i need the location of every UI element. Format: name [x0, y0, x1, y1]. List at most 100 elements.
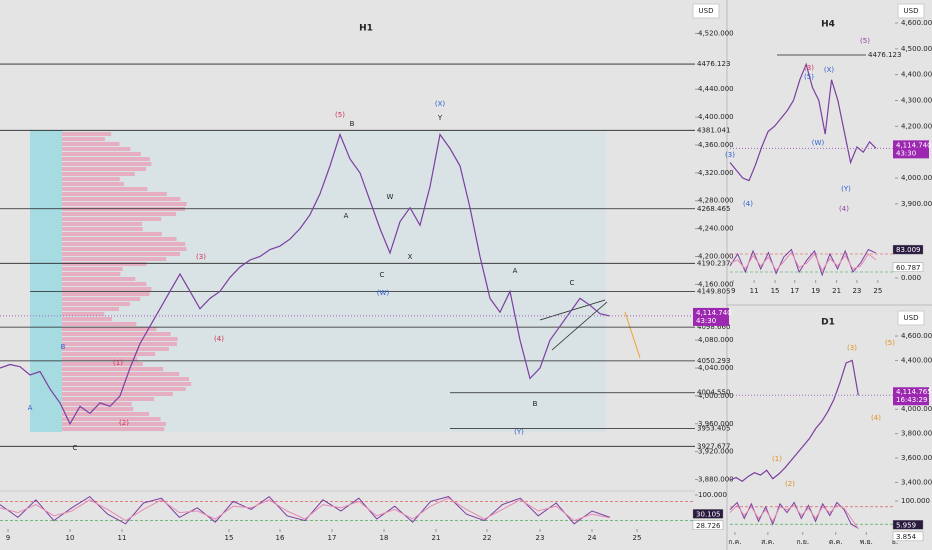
profile-bar — [62, 202, 187, 206]
wave-label: B — [533, 400, 538, 408]
y-tick-label: 4,000.000 — [698, 392, 734, 400]
osc-value-box — [892, 244, 924, 255]
currency: USD — [904, 7, 919, 15]
y-tick-label: 4,320.000 — [698, 169, 734, 177]
x-tick-label: ส.ค. — [761, 538, 774, 546]
level-label: 4476.123 — [868, 51, 901, 59]
y-tick-label: 4,000.000 — [901, 405, 932, 413]
profile-bar — [62, 257, 167, 261]
profile-bar — [62, 392, 173, 396]
profile-bar — [62, 387, 186, 391]
wave-label: C — [570, 279, 575, 287]
y-tick-label: 3,920.000 — [698, 448, 734, 456]
profile-bar — [62, 312, 105, 316]
profile-bar — [62, 297, 141, 301]
profile-bar — [62, 287, 152, 291]
osc-tick-label: 100.000 — [698, 491, 727, 499]
level-label: 4149.805 — [697, 287, 730, 295]
profile-bar — [62, 192, 167, 196]
last-price: 4,114.765 — [896, 388, 932, 396]
x-tick-label: 19 — [811, 287, 820, 295]
profile-bar — [62, 182, 124, 186]
osc-line — [729, 248, 877, 277]
wave-label: (W) — [377, 289, 390, 297]
y-tick-label: 4,500.000 — [901, 45, 932, 53]
channel-line — [539, 299, 606, 321]
profile-bar — [62, 372, 180, 376]
x-tick-label: 15 — [225, 534, 234, 542]
profile-bar — [62, 407, 134, 411]
y-tick-label: 4,000.000 — [901, 174, 932, 182]
osc-tick-label: 0.000 — [901, 274, 921, 282]
profile-bar — [62, 167, 146, 171]
y-tick-label: 3,800.000 — [901, 430, 932, 438]
wave-label: (W) — [812, 139, 825, 147]
x-tick-label: ธ. — [892, 538, 899, 546]
profile-bar — [62, 307, 119, 311]
x-tick-label: 15 — [771, 287, 780, 295]
level-label: 4098.660 — [697, 323, 730, 331]
x-tick-label: 16 — [276, 534, 285, 542]
profile-bar — [62, 177, 120, 181]
wave-label: (X) — [435, 100, 446, 108]
profile-bar — [62, 292, 150, 296]
profile-bar — [62, 357, 138, 361]
x-tick-label: พ.ย. — [860, 538, 873, 546]
profile-bar — [62, 162, 152, 166]
y-tick-label: 4,400.000 — [901, 71, 932, 79]
x-tick-label: 23 — [536, 534, 545, 542]
wave-label: (3) — [725, 151, 735, 159]
wave-label: (4) — [871, 414, 881, 422]
y-tick-label: 4,400.000 — [698, 113, 734, 121]
osc-value: 83.009 — [896, 246, 921, 254]
x-tick-label: 9 — [6, 534, 10, 542]
osc-value: 60.787 — [896, 264, 921, 272]
y-tick-label: 4,400.000 — [901, 356, 932, 364]
profile-bar — [62, 382, 192, 386]
level-label: 4268.465 — [697, 205, 730, 213]
panel-title: H1 — [359, 24, 373, 34]
profile-bar — [62, 327, 157, 331]
profile-bar — [62, 267, 123, 271]
x-tick-label: 21 — [432, 534, 441, 542]
wave-label: X — [408, 253, 413, 261]
panel-title: H4 — [821, 20, 835, 30]
osc-value-box — [692, 520, 724, 531]
profile-bar — [62, 237, 177, 241]
level-label: 3953.405 — [697, 424, 730, 432]
wave-label: (5) — [860, 37, 870, 45]
countdown: 43:30 — [896, 149, 916, 157]
y-tick-label: 3,400.000 — [901, 478, 932, 486]
x-tick-label: 25 — [633, 534, 642, 542]
projection-arrow — [624, 311, 641, 359]
profile-bar — [62, 227, 143, 231]
y-tick-label: 4,040.000 — [698, 364, 734, 372]
profile-bar — [62, 367, 164, 371]
y-tick-label: 4,440.000 — [698, 85, 734, 93]
currency: USD — [904, 314, 919, 322]
level-label: 4381.041 — [697, 126, 730, 134]
y-tick-label: 4,240.000 — [698, 225, 734, 233]
profile-bar — [62, 157, 150, 161]
profile-bar — [62, 217, 162, 221]
wave-label: (4) — [839, 205, 849, 213]
x-tick-label: ก.ค. — [728, 538, 741, 546]
profile-bar — [62, 262, 147, 266]
y-tick-label: 4,160.000 — [698, 280, 734, 288]
profile-bar — [62, 197, 181, 201]
price-line — [729, 62, 877, 182]
wave-label: (5) — [804, 73, 814, 81]
profile-bar — [62, 242, 186, 246]
profile-bar — [62, 137, 105, 141]
wave-label: (Y) — [514, 428, 524, 436]
x-tick-label: ต.ค. — [829, 538, 843, 546]
x-tick-label: 22 — [483, 534, 492, 542]
wave-label: A — [513, 267, 518, 275]
wave-label: (3) — [847, 344, 857, 352]
profile-bar — [62, 172, 135, 176]
osc-tick-label: 100.000 — [901, 497, 930, 505]
osc-value-box — [892, 520, 924, 530]
last-price-box — [893, 387, 929, 406]
y-tick-label: 4,300.000 — [901, 96, 932, 104]
profile-bar — [62, 252, 180, 256]
